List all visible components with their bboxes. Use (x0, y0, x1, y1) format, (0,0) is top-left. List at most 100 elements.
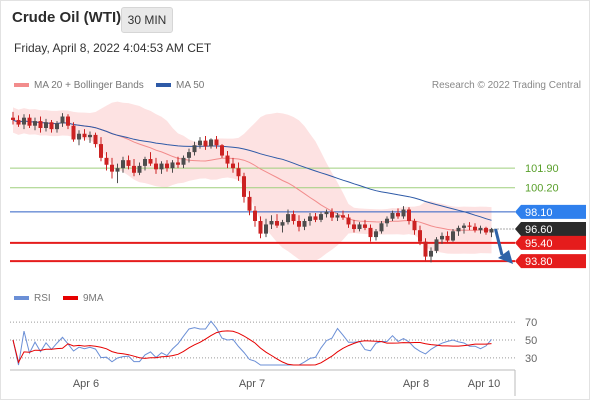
candle-body (346, 217, 351, 225)
candles-layer (11, 111, 494, 263)
ma50-line (12, 119, 492, 221)
legend-9ma-label: 9MA (83, 293, 104, 304)
candle-body (473, 226, 477, 231)
candle-body (368, 227, 373, 238)
candle-body (44, 122, 48, 128)
rsi-line (12, 320, 492, 366)
x-tick-label: Apr 8 (403, 378, 429, 390)
candle-body (451, 231, 455, 241)
candle-body (192, 145, 197, 153)
candle-body (148, 159, 153, 164)
support-tag-s1 (515, 235, 586, 250)
candle-body (291, 214, 296, 221)
x-axis: Apr 6 Apr 7 Apr 8 Apr 10 (10, 369, 516, 396)
candle-body (374, 231, 378, 238)
x-tick-label: Apr 6 (73, 378, 99, 390)
candle-body (60, 116, 65, 124)
rsi-panel: 70 50 30 (10, 317, 537, 366)
legend-rsi-label: RSI (34, 293, 51, 304)
candle-body (407, 209, 411, 221)
candle-body (363, 224, 367, 228)
candle-body (390, 212, 395, 219)
candle-body (302, 221, 307, 227)
chart-title: Crude Oil (WTI) (12, 9, 122, 26)
candle-body (220, 145, 224, 156)
candle-body (357, 224, 362, 230)
candle-body (198, 140, 202, 146)
candle-body (352, 224, 356, 230)
candle-body (126, 160, 131, 166)
candle-body (38, 121, 43, 128)
rsi-tick-70: 70 (525, 317, 537, 329)
candle-body (385, 218, 389, 224)
forecast-arrow-head (498, 250, 513, 265)
legend-ma20-swatch (14, 83, 29, 88)
candle-body (445, 235, 450, 241)
candle-body (88, 134, 92, 138)
candle-body (170, 162, 175, 169)
candle-body (66, 116, 70, 126)
candle-body (401, 209, 406, 217)
forecast-arrow-layer (494, 228, 513, 265)
timeframe-button[interactable]: 30 MIN (121, 7, 173, 33)
legend-ma20-label: MA 20 + Bollinger Bands (34, 80, 144, 91)
candle-body (379, 223, 384, 232)
candle-body (143, 159, 147, 166)
legend-ma50: MA 50 (156, 80, 204, 91)
rsi-tick-50: 50 (525, 335, 537, 347)
resistance-label-r1: 100.20 (525, 183, 559, 195)
candle-body (253, 210, 257, 221)
candle-body (275, 221, 279, 226)
candle-body (258, 221, 263, 234)
pivot-tag (515, 204, 586, 219)
candle-body (396, 212, 400, 217)
candle-body (335, 215, 340, 218)
candle-body (22, 117, 26, 125)
candle-body (176, 162, 180, 165)
candle-body (33, 121, 37, 126)
candle-body (27, 117, 32, 126)
legend-ma20-bollinger: MA 20 + Bollinger Bands (14, 80, 144, 91)
candle-body (418, 230, 422, 242)
candle-body (429, 250, 433, 257)
candle-body (71, 125, 76, 140)
candle-body (104, 157, 109, 165)
candle-body (225, 155, 230, 164)
candle-body (423, 241, 428, 257)
moving-averages-layer (12, 119, 492, 231)
candle-body (203, 140, 208, 147)
legend-9ma: 9MA (63, 293, 104, 304)
legend-ma50-label: MA 50 (176, 80, 205, 91)
candle-body (159, 163, 164, 170)
candle-body (121, 160, 125, 169)
x-tick-label: Apr 7 (239, 378, 265, 390)
candle-body (115, 168, 120, 172)
candle-body (165, 163, 169, 169)
candle-body (214, 139, 219, 146)
candle-body (264, 224, 268, 234)
candle-body (236, 168, 241, 177)
candle-body (49, 122, 54, 130)
x-tick-label: Apr 10 (468, 378, 500, 390)
legend-rsi: RSI (14, 293, 51, 304)
candle-body (286, 214, 290, 223)
support-label-s2: 93.80 (525, 256, 553, 268)
support-label-s1: 95.40 (525, 238, 553, 250)
candle-body (456, 227, 461, 232)
candle-body (280, 222, 285, 226)
candle-body (484, 227, 488, 233)
candle-body (16, 119, 21, 125)
legend-ma50-swatch (156, 83, 171, 88)
candle-body (440, 235, 444, 240)
candle-body (55, 123, 59, 130)
candle-body (308, 216, 312, 221)
candle-body (77, 133, 81, 140)
rsi-tick-30: 30 (525, 353, 537, 365)
candle-body (269, 221, 274, 225)
candle-body (242, 176, 246, 197)
candle-body (209, 139, 213, 147)
timestamp-subtitle: Friday, April 8, 2022 4:04:53 AM CET (14, 41, 212, 55)
candle-body (11, 117, 15, 120)
forecast-arrow-shaft (494, 228, 504, 256)
support-tag-s2 (515, 254, 586, 269)
